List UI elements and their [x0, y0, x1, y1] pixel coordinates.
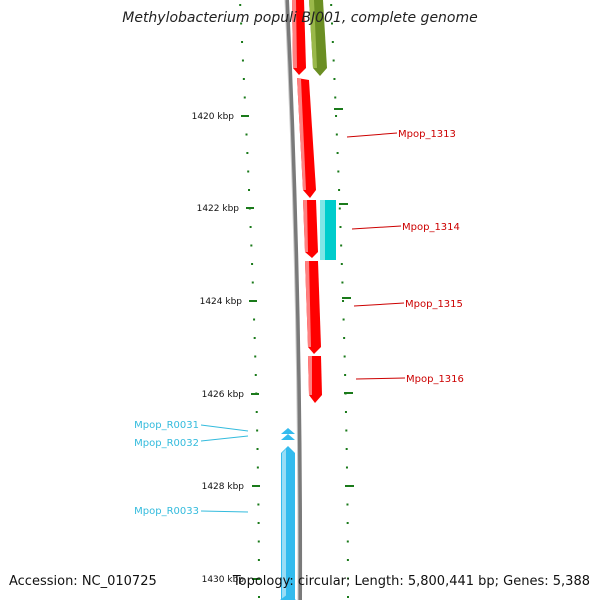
- backbone-arc: [285, 0, 303, 600]
- genome-title: Methylobacterium populi BJ001, complete …: [122, 10, 478, 26]
- minor-tick: [346, 559, 349, 561]
- minor-tick: [340, 244, 343, 247]
- gene-mpop-r0033[interactable]: [281, 446, 295, 600]
- minor-tick: [257, 522, 260, 524]
- label-mpop-r0033[interactable]: Mpop_R0033: [134, 506, 199, 517]
- accession-text: Accession: NC_010725: [9, 574, 157, 589]
- minor-tick: [342, 318, 345, 321]
- minor-tick: [256, 448, 259, 450]
- tick-label-1428: 1428 kbp: [202, 482, 245, 492]
- right-minor-ticks: [330, 4, 349, 598]
- minor-tick: [336, 152, 339, 154]
- minor-tick: [245, 133, 248, 136]
- minor-tick: [345, 466, 348, 469]
- label-mpop-1313[interactable]: Mpop_1313: [398, 129, 456, 140]
- tick-label-1426: 1426 kbp: [202, 390, 245, 400]
- minor-tick: [246, 152, 249, 154]
- minor-tick: [331, 41, 334, 43]
- minor-tick: [253, 337, 256, 339]
- minor-tick: [250, 244, 253, 247]
- gene-top-red[interactable]: [292, 0, 306, 75]
- right-major-ticks: [334, 108, 354, 487]
- minor-tick: [346, 522, 349, 524]
- gene-mpop-1314-red[interactable]: [303, 200, 318, 258]
- minor-tick: [335, 115, 338, 117]
- tick-label-1420: 1420 kbp: [192, 112, 235, 122]
- minor-tick: [346, 577, 349, 580]
- minor-tick: [343, 355, 346, 358]
- minor-tick: [254, 355, 257, 358]
- tick-label-1422: 1422 kbp: [197, 204, 240, 214]
- minor-tick: [240, 22, 243, 25]
- minor-tick: [344, 411, 347, 413]
- minor-tick: [334, 96, 337, 99]
- minor-tick: [332, 59, 335, 62]
- minor-tick: [333, 78, 336, 80]
- gene-mpop-r0031[interactable]: [281, 428, 295, 434]
- backbone-arc-highlight: [284, 0, 299, 600]
- minor-tick: [257, 559, 260, 561]
- minor-tick: [247, 170, 250, 173]
- cds-labels: Mpop_1313 Mpop_1314 Mpop_1315 Mpop_1316: [346, 129, 464, 385]
- minor-tick: [340, 263, 343, 265]
- minor-tick: [331, 22, 334, 25]
- minor-tick: [251, 281, 254, 284]
- minor-tick: [256, 429, 259, 432]
- minor-tick: [249, 226, 252, 228]
- minor-tick: [254, 374, 257, 376]
- minor-tick: [343, 337, 346, 339]
- minor-tick: [242, 78, 245, 80]
- tick-label-1430: 1430 kbp: [202, 575, 245, 585]
- minor-tick: [241, 41, 244, 43]
- minor-tick: [256, 466, 259, 469]
- minor-tick: [330, 4, 333, 6]
- label-mpop-1316[interactable]: Mpop_1316: [406, 374, 464, 385]
- scale-ticks: 1420 kbp 1422 kbp 1424 kbp 1426 kbp 1428…: [192, 112, 260, 585]
- gene-mpop-1314[interactable]: [320, 200, 336, 260]
- gene-bottom-blue[interactable]: [280, 594, 296, 600]
- minor-tick: [346, 596, 349, 598]
- minor-tick: [338, 189, 341, 191]
- gene-mpop-r0032[interactable]: [281, 434, 295, 440]
- tick-label-1424: 1424 kbp: [200, 297, 243, 307]
- gene-mpop-1315[interactable]: [305, 261, 321, 354]
- minor-tick: [257, 596, 260, 598]
- minor-tick: [239, 4, 242, 6]
- gene-top-green[interactable]: [309, 0, 327, 76]
- minor-tick: [346, 540, 349, 543]
- label-mpop-1314[interactable]: Mpop_1314: [402, 222, 460, 233]
- minor-tick: [255, 411, 258, 413]
- label-mpop-1315[interactable]: Mpop_1315: [405, 299, 463, 310]
- minor-tick: [257, 540, 260, 543]
- minor-tick: [248, 189, 251, 191]
- minor-tick: [344, 374, 347, 376]
- genome-summary: Topology: circular; Length: 5,800,441 bp…: [232, 574, 590, 589]
- minor-tick: [257, 503, 260, 506]
- minor-tick: [338, 207, 341, 210]
- minor-tick: [251, 263, 254, 265]
- label-mpop-r0032[interactable]: Mpop_R0032: [134, 438, 199, 449]
- minor-tick: [341, 281, 344, 284]
- minor-tick: [243, 96, 246, 99]
- minor-tick: [346, 503, 349, 506]
- minor-tick: [241, 59, 244, 62]
- label-mpop-r0031[interactable]: Mpop_R0031: [134, 420, 199, 431]
- gene-mpop-1313[interactable]: [297, 78, 316, 198]
- minor-tick: [345, 448, 348, 450]
- minor-tick: [342, 300, 345, 302]
- minor-tick: [345, 429, 348, 432]
- rna-labels: Mpop_R0031 Mpop_R0032 Mpop_R0033: [134, 420, 249, 517]
- gene-mpop-1316[interactable]: [308, 356, 322, 403]
- minor-tick: [335, 133, 338, 136]
- minor-tick: [339, 226, 342, 228]
- minor-tick: [253, 318, 256, 321]
- minor-tick: [337, 170, 340, 173]
